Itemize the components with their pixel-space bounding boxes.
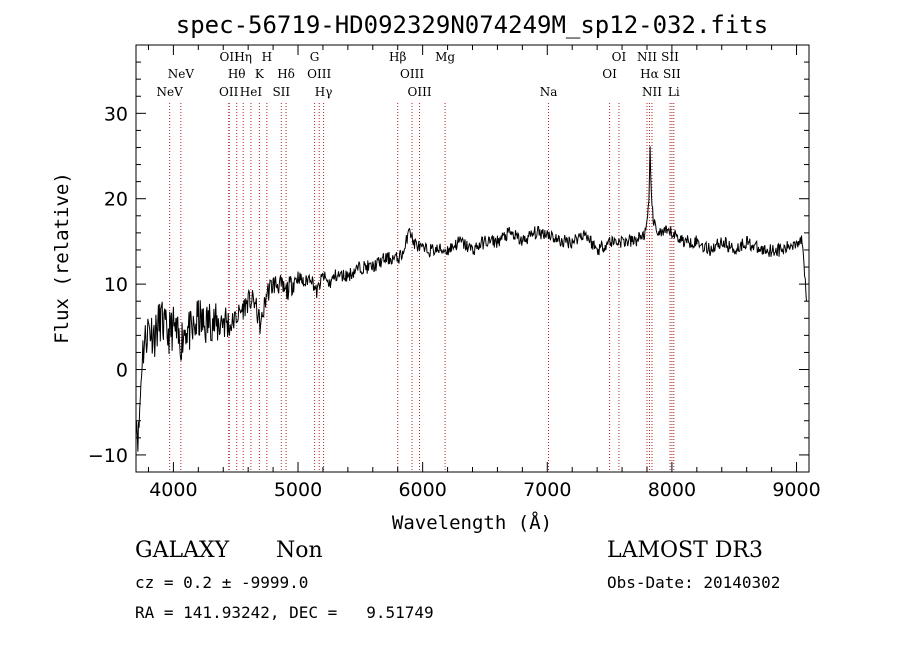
- chart-title: spec-56719-HD092329N074249M_sp12-032.fit…: [176, 11, 768, 39]
- spectrum-series-line: [135, 146, 807, 452]
- survey-name: LAMOST DR3: [607, 538, 763, 563]
- marker-label-16: OIII: [408, 85, 432, 99]
- marker-label-0: NeV: [157, 85, 184, 99]
- y-tick-label-30: 30: [104, 103, 128, 125]
- marker-label-15: OIII: [400, 67, 424, 81]
- marker-label-12: OIII: [307, 67, 331, 81]
- marker-label-5: Hη: [234, 50, 252, 64]
- y-tick-label-10: 10: [104, 274, 128, 296]
- marker-label-22: Hα: [640, 67, 659, 81]
- x-tick-label-5000: 5000: [274, 479, 322, 501]
- x-tick-label-6000: 6000: [398, 479, 446, 501]
- marker-label-3: OII: [220, 50, 240, 64]
- marker-label-8: H: [262, 50, 272, 64]
- marker-label-10: Hδ: [277, 67, 295, 81]
- y-tick-label--10: −10: [88, 445, 128, 467]
- y-tick-label-20: 20: [104, 189, 128, 211]
- object-class: GALAXY: [135, 538, 230, 563]
- y-axis-label: Flux (relative): [51, 172, 73, 344]
- x-tick-label-8000: 8000: [648, 479, 696, 501]
- marker-label-19: OI: [602, 67, 617, 81]
- marker-label-9: SII: [272, 85, 290, 99]
- redshift-cz: cz = 0.2 ± -9999.0: [135, 573, 309, 592]
- marker-label-2: OII: [219, 85, 239, 99]
- axis-ticks: 4000 5000 6000 7000 8000 9000 −10 0 10 20 30: [88, 45, 821, 501]
- marker-label-26: Li: [668, 85, 680, 99]
- x-axis-label: Wavelength (Å): [392, 511, 552, 534]
- marker-label-13: Hγ: [315, 85, 333, 99]
- marker-label-1: NeV: [168, 67, 195, 81]
- marker-label-7: K: [255, 67, 265, 81]
- x-tick-label-9000: 9000: [772, 479, 820, 501]
- marker-label-11: G: [310, 50, 320, 64]
- marker-label-25: SII: [663, 67, 681, 81]
- marker-label-6: HeI: [240, 85, 263, 99]
- marker-label-18: Na: [540, 85, 558, 99]
- marker-label-20: OI: [612, 50, 627, 64]
- observation-date: Obs-Date: 20140302: [607, 573, 781, 592]
- marker-label-14: Hβ: [389, 50, 406, 64]
- marker-label-17: Mg: [435, 50, 455, 64]
- marker-label-24: SII: [661, 50, 679, 64]
- marker-label-4: Hθ: [228, 67, 246, 81]
- x-tick-label-7000: 7000: [523, 479, 571, 501]
- object-subclass: Non: [276, 538, 323, 563]
- y-tick-label-0: 0: [116, 360, 128, 382]
- marker-label-23: NII: [642, 85, 662, 99]
- line-markers: NeV NeV OII OII Hθ Hη HeI KH SII Hδ G OIII Hγ Hβ OIII O…: [157, 50, 681, 472]
- ra-dec-coordinates: RA = 141.93242, DEC = 9.51749: [135, 603, 434, 622]
- marker-label-21: NII: [637, 50, 657, 64]
- x-tick-label-4000: 4000: [149, 479, 197, 501]
